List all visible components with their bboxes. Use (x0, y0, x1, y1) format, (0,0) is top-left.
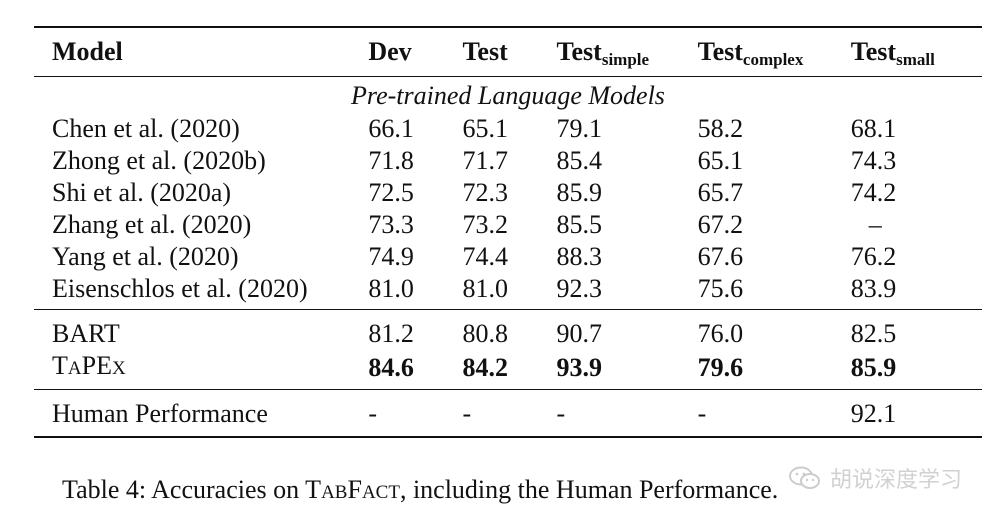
cell-test-small: 74.3 (850, 146, 897, 175)
cell-model: Chen et al. (2020) (52, 114, 240, 143)
header-row: Model Dev Test Testsimple Testcomplex Te… (34, 27, 982, 77)
cell-test-simple: 85.4 (556, 146, 603, 175)
watermark: 胡说深度学习 (788, 462, 962, 494)
table-row: Chen et al. (2020) 66.1 65.1 79.1 58.2 6… (34, 113, 982, 145)
caption-tab-ab: AB (321, 482, 348, 503)
header-test-simple: Testsimple (557, 27, 698, 77)
cell-test-simple: 85.5 (556, 210, 603, 239)
cell-dev: 84.6 (368, 352, 414, 382)
cell-test-simple: 88.3 (556, 242, 603, 271)
cell-test-small: 68.1 (850, 114, 897, 143)
table-row: Eisenschlos et al. (2020) 81.0 81.0 92.3… (34, 273, 982, 310)
cell-test-small: 76.2 (850, 242, 897, 271)
cell-test-complex: - (697, 399, 707, 428)
header-test-small-base: Test (850, 37, 897, 66)
header-model: Model (52, 37, 123, 66)
cell-test-complex: 67.6 (697, 242, 744, 271)
wechat-icon (788, 466, 822, 490)
header-test-complex: Testcomplex (698, 27, 851, 77)
cell-test-small: 92.1 (850, 399, 897, 428)
tapex-a: A (67, 358, 82, 379)
cell-test: 71.7 (462, 146, 508, 175)
table-row: Yang et al. (2020) 74.9 74.4 88.3 67.6 7… (34, 241, 982, 273)
cell-model-tapex: TAPEX (34, 350, 368, 390)
cell-test-small: 74.2 (850, 178, 897, 207)
cell-dev: 81.0 (368, 274, 414, 303)
header-test-complex-sub: complex (742, 50, 804, 69)
watermark-text: 胡说深度学习 (830, 468, 963, 493)
cell-test-complex: 75.6 (697, 274, 744, 303)
cell-model: Shi et al. (2020a) (52, 178, 232, 207)
header-test-small-sub: small (896, 50, 935, 69)
cell-test-simple: - (556, 399, 566, 428)
table-row-human: Human Performance - - - - 92.1 (34, 389, 982, 437)
cell-test-small: 85.9 (850, 352, 897, 382)
table-row-bart: BART 81.2 80.8 90.7 76.0 82.5 (34, 309, 982, 351)
cell-test-small: 82.5 (850, 319, 897, 348)
cell-model: Eisenschlos et al. (2020) (52, 274, 308, 303)
header-test-complex-base: Test (697, 37, 743, 66)
cell-model: Yang et al. (2020) (52, 242, 239, 271)
cell-dev: 73.3 (368, 210, 414, 239)
cell-test: - (462, 399, 472, 428)
caption-tab-t: T (305, 475, 322, 504)
caption-prefix: Table 4: Accuracies on (62, 475, 306, 504)
header-test-small: Testsmall (851, 27, 982, 77)
table-row: Zhong et al. (2020b) 71.8 71.7 85.4 65.1… (34, 145, 982, 177)
cell-model: Human Performance (52, 399, 268, 428)
results-table: Model Dev Test Testsimple Testcomplex Te… (34, 26, 982, 438)
cell-test-complex: 65.1 (697, 146, 744, 175)
cell-test: 80.8 (462, 319, 508, 348)
cell-test-simple: 93.9 (556, 352, 603, 382)
caption-fact-f: F (347, 475, 362, 504)
caption-fact-act: ACT (361, 482, 400, 503)
caption-suffix: , including the Human Performance. (399, 475, 779, 504)
cell-dev: - (368, 399, 378, 428)
cell-model: Zhong et al. (2020b) (52, 146, 266, 175)
header-test-simple-base: Test (556, 37, 602, 66)
cell-test: 65.1 (462, 114, 508, 143)
cell-model: Zhang et al. (2020) (52, 210, 252, 239)
cell-test-complex: 67.2 (697, 210, 744, 239)
tapex-t: T (52, 351, 68, 380)
section-label: Pre-trained Language Models (351, 81, 665, 110)
header-test-simple-sub: simple (601, 50, 650, 69)
cell-test-simple: 85.9 (556, 178, 603, 207)
cell-test: 81.0 (462, 274, 508, 303)
cell-test-complex: 65.7 (697, 178, 744, 207)
cell-test-complex: 79.6 (697, 352, 744, 382)
results-table-container: Model Dev Test Testsimple Testcomplex Te… (34, 26, 982, 438)
cell-test-small: – (868, 210, 882, 239)
table-caption: Table 4: Accuracies on TABFACT, includin… (62, 474, 778, 509)
tapex-pe: PE (81, 351, 112, 380)
table-row: Zhang et al. (2020) 73.3 73.2 85.5 67.2 … (34, 209, 982, 241)
section-row: Pre-trained Language Models (34, 77, 982, 114)
cell-test-complex: 76.0 (697, 319, 744, 348)
table-row-tapex: TAPEX 84.6 84.2 93.9 79.6 85.9 (34, 350, 982, 390)
cell-test-complex: 58.2 (697, 114, 744, 143)
cell-test: 73.2 (462, 210, 508, 239)
cell-test: 84.2 (462, 352, 508, 382)
cell-test: 74.4 (462, 242, 508, 271)
tapex-x: X (111, 358, 126, 379)
cell-dev: 81.2 (368, 319, 414, 348)
table-row: Shi et al. (2020a) 72.5 72.3 85.9 65.7 7… (34, 177, 982, 209)
cell-test-small: 83.9 (850, 274, 897, 303)
cell-dev: 71.8 (368, 146, 414, 175)
cell-model: BART (52, 319, 120, 348)
cell-test-simple: 90.7 (556, 319, 603, 348)
header-dev: Dev (368, 37, 412, 66)
cell-dev: 66.1 (368, 114, 414, 143)
cell-test-simple: 79.1 (556, 114, 603, 143)
cell-test: 72.3 (462, 178, 508, 207)
cell-test-simple: 92.3 (556, 274, 603, 303)
header-test: Test (462, 37, 508, 66)
cell-dev: 72.5 (368, 178, 414, 207)
cell-dev: 74.9 (368, 242, 414, 271)
